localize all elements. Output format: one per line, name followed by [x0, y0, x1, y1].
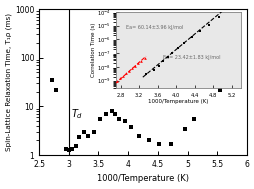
Point	[109, 110, 113, 113]
Point	[69, 148, 73, 151]
Point	[129, 125, 133, 128]
Point	[182, 127, 186, 130]
Point	[136, 134, 140, 137]
Point	[123, 119, 127, 122]
Point	[97, 118, 101, 121]
Point	[74, 145, 78, 148]
Point	[50, 78, 54, 81]
Point	[113, 112, 117, 115]
Point	[81, 130, 85, 133]
Point	[220, 60, 224, 63]
Y-axis label: Spin-Lattice Relaxation Time, T₁ρ (ms): Spin-Lattice Relaxation Time, T₁ρ (ms)	[6, 13, 12, 151]
Point	[103, 112, 107, 115]
Point	[53, 88, 57, 91]
Point	[191, 118, 195, 121]
Point	[67, 149, 71, 152]
X-axis label: 1000/Temperature (K): 1000/Temperature (K)	[97, 174, 188, 184]
Point	[117, 118, 121, 121]
Point	[85, 134, 89, 137]
Point	[156, 142, 161, 145]
Point	[77, 135, 81, 138]
Text: $T_d$: $T_d$	[71, 107, 83, 121]
Point	[168, 142, 172, 145]
Point	[217, 88, 221, 91]
Point	[91, 130, 96, 133]
Point	[146, 139, 150, 142]
Point	[64, 148, 68, 151]
